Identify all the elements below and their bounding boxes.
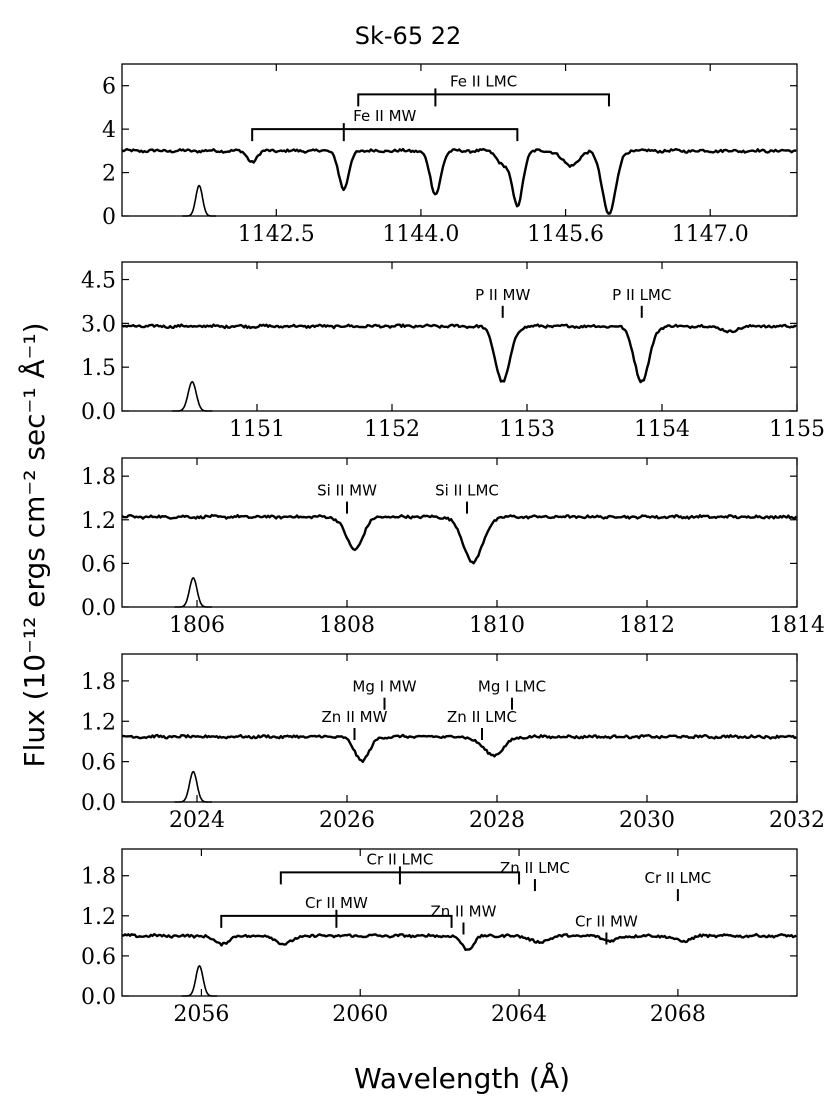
x-tick-label-5: 2060 (332, 1002, 388, 1027)
x-tick-label-2: 1155 (769, 417, 825, 442)
plot-frame-4 (121, 653, 798, 803)
annotation-label: Mg I MW (352, 678, 416, 696)
x-tick-label-2: 1153 (499, 417, 555, 442)
y-tick-label-2: 0.0 (81, 400, 116, 425)
panel-4: 2024 2026 2028 2030 2032 0.0 0.6 1.2 1.8 Zn II MW… (81, 653, 825, 833)
annotation-label: Cr II MW (575, 913, 638, 931)
x-tick-label-3: 1810 (469, 613, 525, 638)
annotation-label: P II MW (475, 286, 530, 304)
x-tick-label-1: 1144.0 (382, 222, 459, 247)
x-axis-label: Wavelength (Å) (354, 1061, 570, 1095)
y-tick-label-5: 1.2 (81, 905, 116, 930)
line-spread-profile-5 (181, 964, 218, 997)
x-tick-label-4: 2030 (619, 808, 675, 833)
annotation-label: Zn II MW (322, 708, 388, 726)
plot-frame-2 (121, 261, 798, 412)
x-tick-label-4: 2032 (769, 808, 825, 833)
panel-1: 1142.5 1144.0 1145.6 1147.0 0 2 4 6 Fe II MW Fe I… (102, 63, 798, 247)
flux-spectrum-5 (121, 932, 797, 952)
y-tick-label-2: 3.0 (81, 312, 116, 337)
panel-2: 1151 1152 1153 1154 1155 0.0 1.5 3.0 4.5 P II MW P… (81, 261, 825, 442)
y-tick-label-2: 4.5 (81, 269, 116, 294)
y-tick-label-4: 0.6 (81, 751, 116, 776)
y-tick-label-5: 0.6 (81, 945, 116, 970)
annotation-bracket (251, 128, 519, 142)
y-tick-label-1: 4 (102, 118, 116, 143)
x-tick-label-2: 1152 (364, 417, 420, 442)
annotation-label: Si II MW (317, 482, 377, 500)
plot-frame-3 (121, 457, 798, 608)
x-tick-label-3: 1808 (319, 613, 375, 638)
annotation-label: Si II LMC (435, 482, 499, 500)
y-tick-label-1: 0 (102, 205, 116, 230)
panels: 1142.5 1144.0 1145.6 1147.0 0 2 4 6 Fe II MW Fe I… (81, 63, 825, 1027)
y-tick-label-3: 0.0 (81, 596, 116, 621)
line-spread-profile-3 (174, 576, 212, 608)
y-tick-label-3: 1.2 (81, 509, 116, 534)
x-tick-label-3: 1806 (169, 613, 225, 638)
annotation-label: Fe II LMC (450, 72, 517, 90)
plot-frame-1 (121, 63, 798, 217)
figure-title: Sk-65 22 (355, 22, 462, 50)
x-tick-label-3: 1814 (769, 613, 825, 638)
y-tick-label-5: 1.8 (81, 865, 116, 890)
x-tick-label-5: 2068 (650, 1002, 706, 1027)
line-spread-profile-2 (171, 380, 213, 412)
y-tick-label-4: 1.8 (81, 670, 116, 695)
line-spread-profile-4 (174, 770, 212, 803)
y-tick-label-1: 6 (102, 75, 116, 100)
annotation-label: Cr II LMC (367, 850, 434, 868)
x-tick-label-1: 1142.5 (238, 222, 315, 247)
flux-spectrum-2 (121, 323, 797, 384)
flux-spectrum-4 (121, 733, 797, 763)
line-spread-profile-1 (182, 184, 216, 217)
annotation-label: Fe II MW (353, 107, 416, 125)
annotation-bracket (357, 93, 610, 107)
x-tick-label-4: 2028 (469, 808, 525, 833)
annotation-label: P II LMC (612, 286, 671, 304)
plot-frame-5 (121, 848, 798, 997)
y-tick-label-2: 1.5 (81, 356, 116, 381)
x-tick-label-4: 2026 (319, 808, 375, 833)
annotation-label: Cr II LMC (644, 869, 711, 887)
x-tick-label-1: 1147.0 (672, 222, 749, 247)
x-tick-label-1: 1145.6 (527, 222, 604, 247)
y-tick-label-5: 0.0 (81, 985, 116, 1010)
y-axis-label: Flux (10⁻¹² ergs cm⁻² sec⁻¹ Å⁻¹) (17, 322, 51, 767)
annotation-label: Zn II MW (430, 903, 496, 921)
x-tick-label-2: 1151 (229, 417, 285, 442)
panel-3: 1806 1808 1810 1812 1814 0.0 0.6 1.2 1.8 Si II MW… (81, 457, 825, 638)
x-tick-label-5: 2064 (491, 1002, 547, 1027)
y-tick-label-4: 0.0 (81, 791, 116, 816)
x-tick-label-2: 1154 (634, 417, 690, 442)
panel-5: 2056 2060 2064 2068 0.0 0.6 1.2 1.8 Cr II MW Cr I… (81, 848, 798, 1027)
y-tick-label-3: 0.6 (81, 552, 116, 577)
y-tick-label-1: 2 (102, 162, 116, 187)
y-tick-label-4: 1.2 (81, 710, 116, 735)
y-tick-label-3: 1.8 (81, 465, 116, 490)
x-tick-label-4: 2024 (169, 808, 225, 833)
annotation-label: Zn II LMC (500, 859, 570, 877)
flux-spectrum-3 (121, 513, 798, 565)
flux-spectrum-1 (121, 147, 797, 215)
annotation-label: Zn II LMC (447, 708, 517, 726)
annotation-label: Mg I LMC (478, 678, 546, 696)
annotation-label: Cr II MW (305, 894, 368, 912)
x-tick-label-5: 2056 (173, 1002, 229, 1027)
x-tick-label-3: 1812 (619, 613, 675, 638)
